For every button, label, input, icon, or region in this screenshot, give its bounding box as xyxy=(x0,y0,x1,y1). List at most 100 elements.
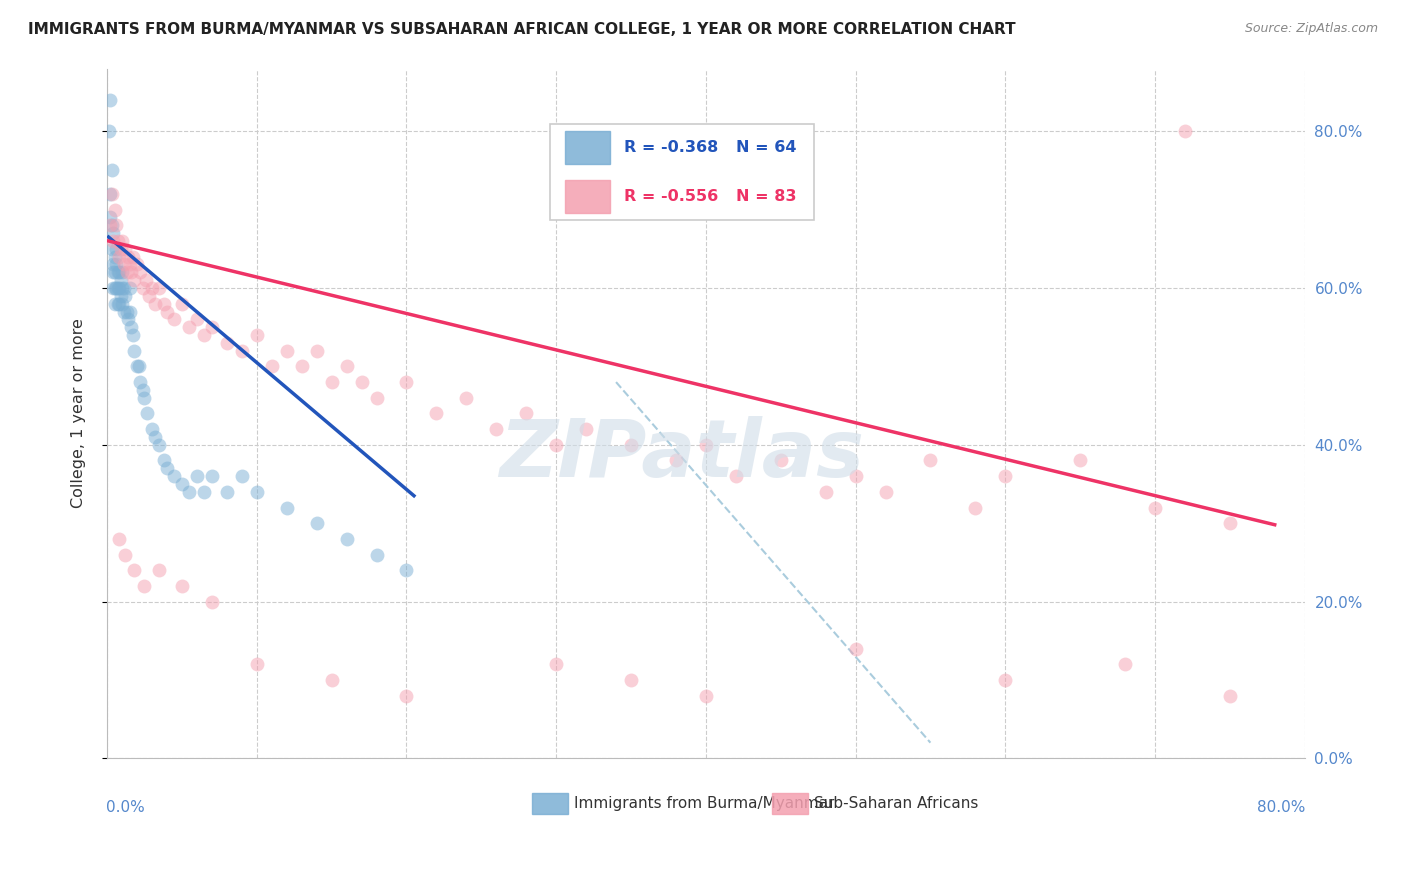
Point xyxy=(546,657,568,672)
Point xyxy=(100,163,122,178)
Point xyxy=(276,343,298,358)
Point xyxy=(350,375,373,389)
Point xyxy=(122,343,145,358)
Point xyxy=(100,219,122,233)
Point xyxy=(246,657,269,672)
Point xyxy=(170,477,193,491)
Point xyxy=(111,265,134,279)
FancyBboxPatch shape xyxy=(565,131,610,164)
Point xyxy=(336,359,359,374)
Point xyxy=(875,484,897,499)
Point xyxy=(665,453,688,467)
Point xyxy=(134,391,156,405)
Text: 0.0%: 0.0% xyxy=(105,800,145,814)
Point xyxy=(156,461,179,475)
Point xyxy=(1114,657,1136,672)
Point xyxy=(1143,500,1166,515)
Point xyxy=(366,391,388,405)
Point xyxy=(125,359,148,374)
Point xyxy=(321,375,343,389)
Point xyxy=(138,289,160,303)
Point xyxy=(110,242,132,256)
Point xyxy=(98,93,121,107)
Point xyxy=(156,304,179,318)
Point xyxy=(108,296,131,310)
Point xyxy=(845,469,868,483)
Point xyxy=(1219,516,1241,531)
Point xyxy=(620,438,643,452)
Point xyxy=(105,219,128,233)
Point xyxy=(117,250,139,264)
Point xyxy=(108,532,131,546)
Point xyxy=(485,422,508,436)
Point xyxy=(105,242,128,256)
Point xyxy=(114,548,136,562)
Point xyxy=(920,453,942,467)
Point xyxy=(148,438,170,452)
Text: N = 83: N = 83 xyxy=(735,188,796,203)
Text: R = -0.368: R = -0.368 xyxy=(624,140,718,155)
Point xyxy=(117,312,139,326)
Point xyxy=(193,484,215,499)
Point xyxy=(122,563,145,577)
Point xyxy=(101,281,124,295)
Point xyxy=(111,296,134,310)
Point xyxy=(111,234,134,248)
Point xyxy=(107,296,129,310)
Point xyxy=(246,328,269,343)
Point xyxy=(100,242,122,256)
Point xyxy=(1174,124,1197,138)
Point xyxy=(136,406,159,420)
Point xyxy=(105,258,128,272)
Point xyxy=(336,532,359,546)
Point xyxy=(575,422,598,436)
Point xyxy=(148,281,170,295)
Point xyxy=(98,219,121,233)
Point xyxy=(118,304,141,318)
Point xyxy=(143,296,166,310)
Point xyxy=(103,202,125,217)
Text: Source: ZipAtlas.com: Source: ZipAtlas.com xyxy=(1244,22,1378,36)
Text: N = 64: N = 64 xyxy=(735,140,796,155)
Point xyxy=(121,328,143,343)
Point xyxy=(163,469,186,483)
Point xyxy=(179,484,201,499)
Point xyxy=(179,320,201,334)
Point xyxy=(107,265,129,279)
Point xyxy=(141,281,163,295)
Point xyxy=(118,281,141,295)
Point xyxy=(112,304,135,318)
Text: Sub-Saharan Africans: Sub-Saharan Africans xyxy=(814,796,979,811)
Point xyxy=(132,383,155,397)
FancyBboxPatch shape xyxy=(772,793,807,814)
FancyBboxPatch shape xyxy=(533,793,568,814)
Point xyxy=(215,484,238,499)
Point xyxy=(163,312,186,326)
Point xyxy=(186,469,208,483)
Point xyxy=(122,273,145,287)
Point xyxy=(395,689,418,703)
Point xyxy=(101,234,124,248)
Point xyxy=(845,641,868,656)
Point xyxy=(769,453,792,467)
Point xyxy=(98,211,121,225)
Point xyxy=(201,594,224,608)
Point xyxy=(114,242,136,256)
Point xyxy=(115,265,138,279)
Y-axis label: College, 1 year or more: College, 1 year or more xyxy=(72,318,86,508)
Text: R = -0.556: R = -0.556 xyxy=(624,188,718,203)
Point xyxy=(546,438,568,452)
Point xyxy=(112,281,135,295)
Point xyxy=(231,343,253,358)
Point xyxy=(108,250,131,264)
Point xyxy=(101,226,124,240)
Point xyxy=(148,563,170,577)
Point xyxy=(125,258,148,272)
Point xyxy=(193,328,215,343)
Point xyxy=(101,265,124,279)
Point xyxy=(201,469,224,483)
Point xyxy=(153,296,176,310)
Point xyxy=(994,469,1017,483)
Point xyxy=(724,469,747,483)
Point xyxy=(695,689,717,703)
